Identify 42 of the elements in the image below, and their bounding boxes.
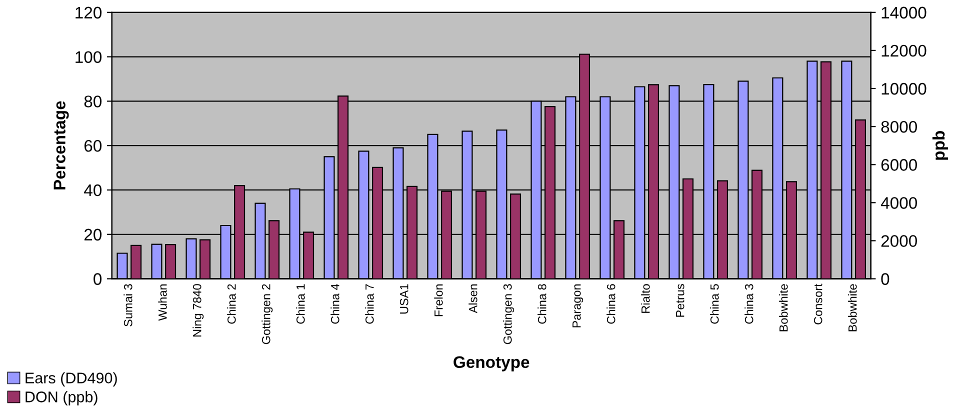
x-tick-label: Paragon: [572, 284, 584, 328]
x-tick-label: Ning 7840: [192, 284, 204, 336]
y2-tick-label: 10000: [882, 82, 926, 95]
y2-tick-label: 12000: [882, 44, 926, 57]
y-axis-title: Percentage: [54, 101, 69, 190]
x-tick-label: China 8: [538, 284, 546, 324]
x-tick-label: China 2: [227, 284, 236, 324]
x-tick-label: Consort: [814, 284, 822, 324]
legend-label: DON (ppb): [26, 391, 98, 406]
y-tick-label: 20: [84, 228, 102, 241]
x-tick-label: Frelon: [434, 284, 443, 316]
y-tick-label: 0: [94, 273, 102, 285]
y2-axis-title: ppb: [932, 130, 948, 160]
x-tick-label: China 3: [744, 284, 754, 324]
x-tick-label: Bobwhite: [848, 284, 857, 332]
x-tick-label: USA1: [400, 284, 408, 314]
y2-tick-label: 2000: [881, 235, 917, 247]
x-axis-title: Genotype: [454, 356, 530, 372]
x-tick-label: China 4: [330, 284, 340, 324]
x-tick-label: Rialto: [641, 284, 650, 313]
y-tick-label: 80: [84, 96, 102, 108]
x-tick-label: Gottingen 2: [262, 284, 273, 344]
x-tick-label: Alsen: [468, 284, 478, 314]
x-tick-label: China 6: [606, 284, 616, 324]
x-tick-label: Sumai 3: [124, 284, 132, 326]
y-tick-label: 40: [84, 184, 102, 196]
y2-tick-label: 6000: [881, 159, 917, 171]
x-tick-label: Petrus: [676, 284, 684, 317]
y2-tick-label: 8000: [881, 120, 917, 133]
x-tick-label: Gottingen 3: [503, 284, 514, 344]
y2-tick-label: 4000: [880, 197, 917, 209]
x-tick-label: China 1: [296, 284, 305, 324]
x-tick-label: Bobwhite: [779, 284, 788, 332]
x-tick-label: China 5: [710, 284, 719, 324]
y-tick-label: 100: [76, 51, 102, 63]
legend-label: Ears (DD490): [26, 372, 117, 386]
y2-tick-label: 0: [881, 273, 890, 285]
y-tick-label: 60: [84, 140, 102, 152]
y2-tick-label: 14000: [882, 6, 926, 19]
y-tick-label: 120: [76, 6, 102, 19]
x-tick-label: Wuhan: [158, 284, 167, 321]
x-tick-label: China 7: [365, 284, 374, 324]
